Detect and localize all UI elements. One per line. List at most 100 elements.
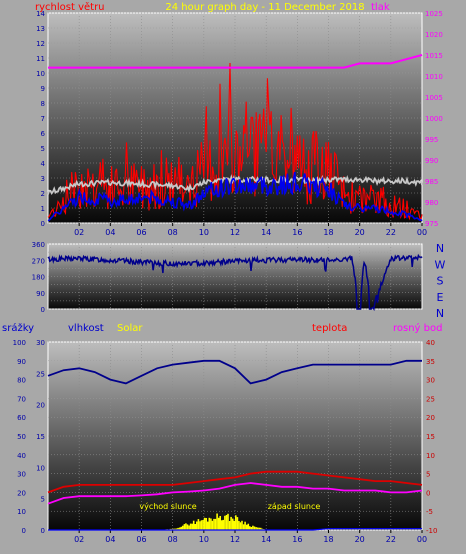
solar-bar: [250, 527, 253, 530]
solar-bar: [175, 528, 178, 530]
solar-bar: [219, 516, 221, 530]
solar-bar: [235, 515, 237, 530]
rain-y-tick-label: 15: [36, 433, 45, 441]
temp-x-tick-label: 04: [105, 535, 115, 544]
rain-series: [48, 528, 422, 531]
solar-bar: [221, 520, 223, 530]
solar-bar: [216, 513, 218, 530]
solar-bar: [253, 526, 256, 530]
rain-y-tick-label: 5: [41, 496, 45, 504]
compass-label: E: [437, 291, 444, 304]
solar-bar: [242, 524, 245, 530]
dir-y-tick-label: 360: [32, 241, 45, 249]
solar-bar: [244, 521, 246, 530]
compass-label: W: [435, 258, 446, 271]
solar-bar: [238, 521, 240, 530]
solar-bar: [174, 528, 176, 530]
pressure-y-tick-label: 1000: [425, 115, 443, 123]
temp-x-tick-label: 00: [417, 535, 427, 544]
solar-bar: [225, 515, 228, 530]
solar-bar: [217, 517, 220, 530]
temp-x-tick-label: 20: [355, 535, 365, 544]
solar-bar: [194, 524, 197, 530]
pressure-y-tick-label: 975: [425, 220, 438, 228]
temp-y-tick-label: 0: [426, 489, 430, 497]
temperature-humidity-panel: 0102030405060708090100051015202530-10-50…: [13, 339, 438, 544]
pressure-y-tick-label: 1005: [425, 94, 443, 102]
dir-y-tick-label: 90: [36, 290, 45, 298]
solar-bar: [205, 518, 207, 530]
humidity-y-tick-label: 100: [13, 339, 26, 347]
solar-bar: [200, 520, 203, 530]
solar-bar: [245, 524, 248, 530]
wind-y-tick-label: 8: [41, 100, 45, 108]
wind-y-tick-label: 13: [36, 25, 45, 33]
solar-bar: [249, 526, 251, 530]
solar-bar: [261, 528, 264, 530]
legend-rain: srážky: [2, 322, 34, 334]
wind-y-tick-label: 2: [41, 190, 45, 198]
solar-bar: [222, 519, 225, 530]
humidity-y-tick-label: 70: [17, 395, 26, 403]
solar-bar: [255, 527, 257, 530]
humidity-y-tick-label: 20: [17, 489, 26, 497]
pressure-axis-label: tlak: [371, 2, 390, 13]
solar-bar: [206, 521, 209, 530]
solar-bar: [203, 517, 206, 530]
solar-bar: [186, 524, 189, 530]
solar-bar: [172, 528, 175, 530]
wind-x-tick-label: 10: [199, 228, 209, 237]
solar-bar: [231, 518, 234, 530]
wind-y-tick-label: 10: [36, 70, 45, 78]
pressure-y-tick-label: 1020: [425, 31, 443, 39]
temp-y-tick-label: 20: [426, 414, 435, 422]
dew-point-series: [47, 482, 423, 505]
solar-bar: [233, 520, 235, 530]
rain-y-tick-label: 20: [36, 402, 45, 410]
wind-y-tick-label: 0: [41, 220, 45, 228]
wind-x-tick-label: 12: [230, 228, 240, 237]
wind-y-tick-label: 9: [41, 85, 45, 93]
temp-y-tick-label: 15: [426, 433, 435, 441]
solar-bar: [259, 527, 262, 530]
temp-x-tick-label: 12: [230, 535, 240, 544]
solar-bar: [247, 523, 250, 530]
solar-bar: [213, 518, 215, 530]
wind-x-tick-label: 06: [136, 228, 146, 237]
solar-bar: [191, 523, 193, 530]
temp-y-tick-label: 25: [426, 395, 435, 403]
rain-y-tick-label: 0: [41, 527, 45, 535]
pressure-y-tick-label: 995: [425, 136, 438, 144]
legend-dew-point: rosný bod: [393, 322, 442, 334]
dir-y-tick-label: 180: [32, 274, 45, 282]
wind-y-tick-label: 7: [41, 115, 45, 123]
solar-bar: [236, 517, 239, 530]
temp-y-tick-label: 40: [426, 339, 435, 347]
solar-bar: [239, 522, 242, 530]
solar-bar: [192, 520, 195, 530]
temp-x-tick-label: 06: [136, 535, 146, 544]
compass-label: N: [436, 307, 444, 320]
wind-x-tick-label: 00: [417, 228, 427, 237]
wind-y-tick-label: 5: [41, 145, 45, 153]
solar-bar: [256, 527, 259, 530]
wind-x-tick-label: 22: [386, 228, 396, 237]
pressure-y-tick-label: 1010: [425, 73, 443, 81]
solar-bar: [178, 527, 181, 530]
pressure-y-tick-label: 985: [425, 178, 438, 186]
temp-x-tick-label: 02: [74, 535, 84, 544]
wind-x-tick-label: 08: [168, 228, 178, 237]
wind-x-tick-label: 18: [323, 228, 333, 237]
solar-bar: [210, 518, 212, 530]
solar-bar: [189, 523, 192, 530]
wind-y-tick-label: 14: [36, 10, 45, 18]
wind-y-tick-label: 4: [41, 160, 46, 168]
pressure-y-tick-label: 1025: [425, 10, 443, 18]
wind-x-tick-label: 14: [261, 228, 271, 237]
pressure-series: [48, 54, 423, 69]
temp-x-tick-label: 18: [323, 535, 333, 544]
temp-x-tick-label: 14: [261, 535, 271, 544]
temp-y-tick-label: -5: [426, 508, 433, 516]
